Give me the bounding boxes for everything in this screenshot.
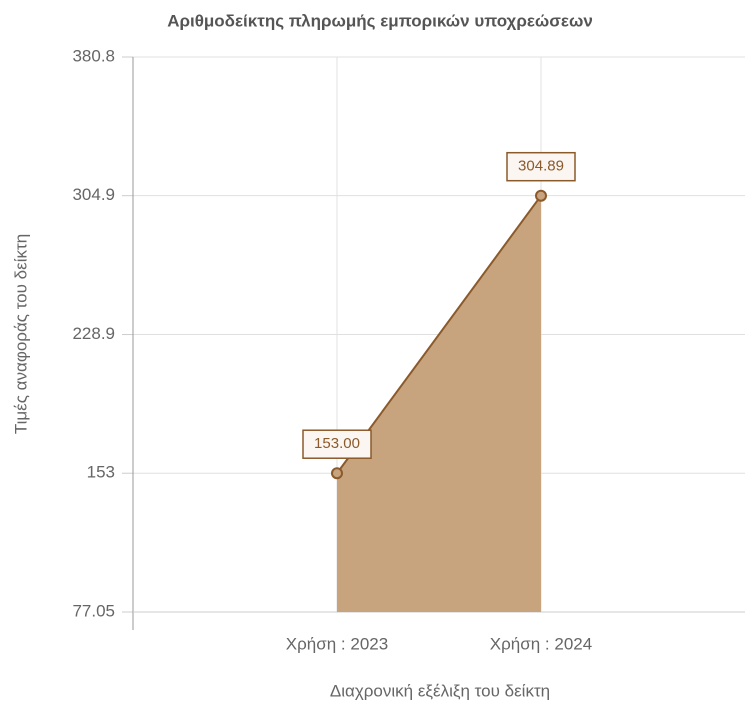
chart-title: Αριθμοδείκτης πληρωμής εμπορικών υποχρεώ… bbox=[167, 11, 593, 30]
value-label: 304.89 bbox=[518, 158, 564, 175]
x-tick-label: Χρήση : 2024 bbox=[490, 634, 592, 653]
point bbox=[331, 467, 343, 480]
line bbox=[336, 195, 542, 474]
value-label: 153.00 bbox=[314, 435, 360, 452]
value-label-box bbox=[506, 151, 576, 182]
point bbox=[535, 189, 547, 202]
x-tick-label: Χρήση : 2023 bbox=[286, 634, 388, 653]
y-tick-label: 304.9 bbox=[72, 185, 115, 204]
value-label-box bbox=[302, 429, 372, 459]
y-axis-title: Τιμές αναφοράς του δείκτη bbox=[11, 234, 30, 434]
x-axis-title: Διαχρονική εξέλιξη του δείκτη bbox=[330, 681, 550, 700]
area bbox=[337, 195, 541, 612]
y-tick-label: 380.8 bbox=[72, 46, 115, 65]
y-tick-label: 228.9 bbox=[72, 324, 115, 343]
y-tick-label: 77.05 bbox=[72, 601, 115, 620]
y-tick-label: 153 bbox=[87, 463, 115, 482]
